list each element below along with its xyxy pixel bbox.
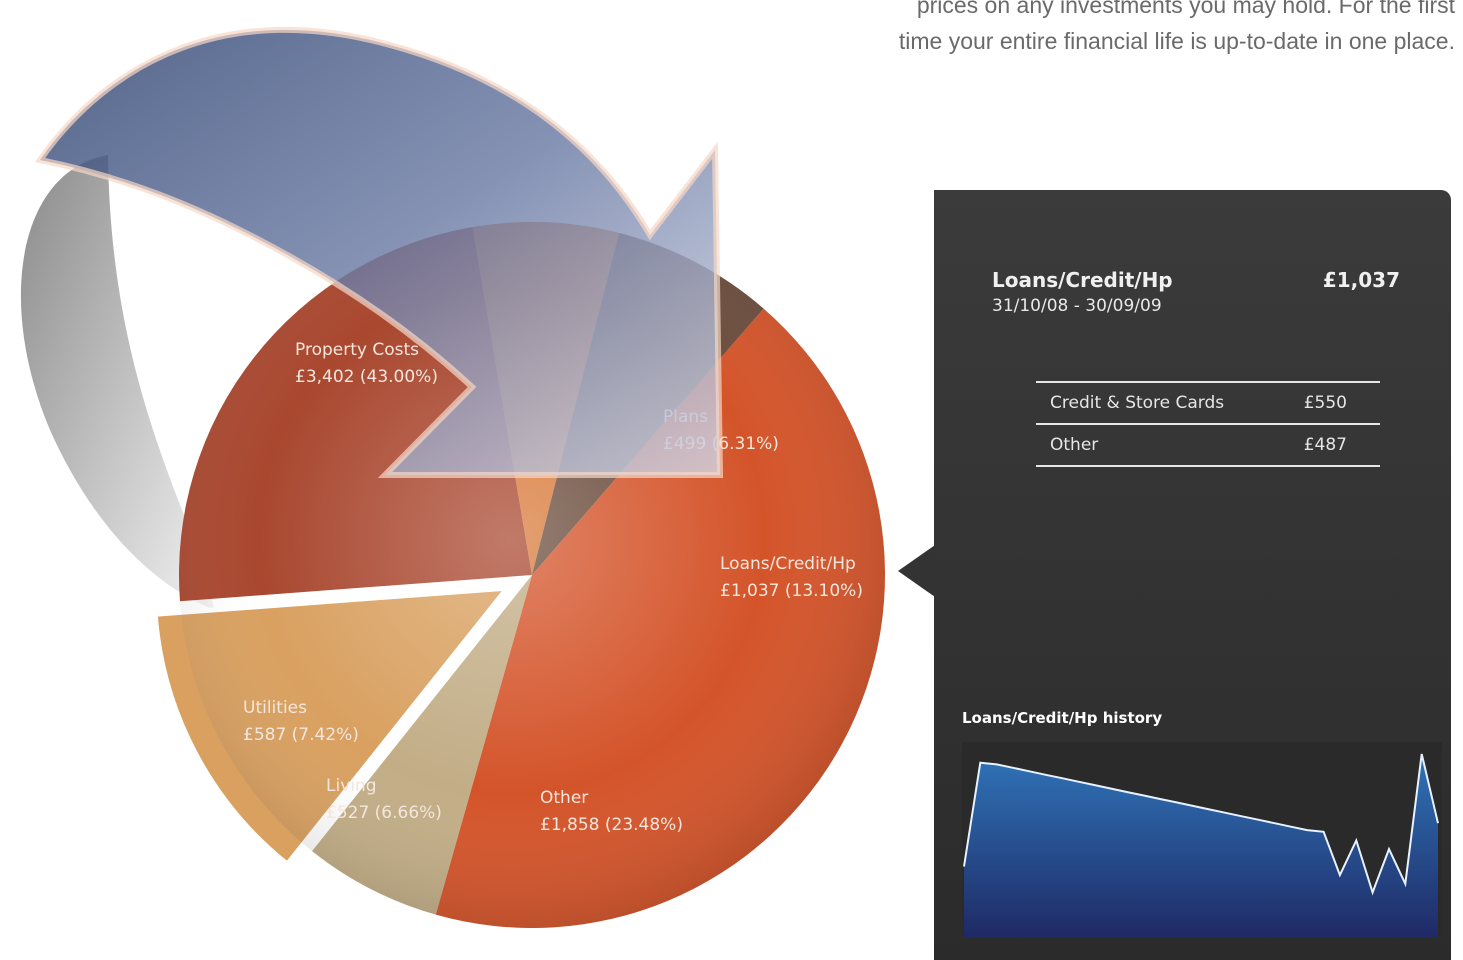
history-chart — [962, 742, 1442, 937]
back-arrow-band — [20, 155, 216, 610]
slice-label-living: Living — [326, 776, 377, 796]
table-row: Other £487 — [1036, 423, 1380, 467]
intro-line-2: time your entire financial life is up-to… — [898, 28, 1455, 54]
pie-labels: Property Costs£3,402 (43.00%)Plans£499 (… — [243, 340, 863, 835]
pie-chart: Property Costs£3,402 (43.00%)Plans£499 (… — [20, 26, 934, 928]
panel-date-range: 31/10/08 - 30/09/09 — [992, 296, 1162, 316]
breakdown-amount: £487 — [1280, 423, 1380, 467]
panel-pointer — [898, 545, 934, 597]
slice-label-utilities: Utilities — [243, 698, 307, 718]
intro-line-1: prices on any investments you may hold. … — [916, 0, 1455, 18]
slice-label-property: Property Costs — [295, 340, 419, 360]
table-row: Credit & Store Cards £550 — [1036, 381, 1380, 425]
slice-value-utilities: £587 (7.42%) — [243, 725, 359, 745]
front-arrow — [34, 26, 724, 478]
breakdown-label: Credit & Store Cards — [1036, 381, 1281, 425]
slice-label-loans: Loans/Credit/Hp — [720, 554, 856, 574]
slice-label-other: Other — [540, 788, 588, 808]
history-line — [963, 753, 1439, 896]
slice-value-loans: £1,037 (13.10%) — [720, 581, 863, 601]
history-title: Loans/Credit/Hp history — [962, 709, 1163, 727]
slice-value-property: £3,402 (43.00%) — [295, 367, 438, 387]
breakdown-label: Other — [1036, 423, 1281, 467]
slice-value-other: £1,858 (23.48%) — [540, 815, 683, 835]
intro-text: prices on any investments you may hold. … — [745, 0, 1455, 59]
breakdown-amount: £550 — [1280, 381, 1380, 425]
slice-value-living: £527 (6.66%) — [326, 803, 442, 823]
detail-panel: Loans/Credit/Hp £1,037 31/10/08 - 30/09/… — [934, 190, 1451, 960]
history-area — [964, 754, 1438, 937]
panel-title: Loans/Credit/Hp — [992, 268, 1173, 292]
panel-amount: £1,037 — [1322, 268, 1400, 292]
breakdown-table: Credit & Store Cards £550 Other £487 — [1036, 381, 1380, 467]
